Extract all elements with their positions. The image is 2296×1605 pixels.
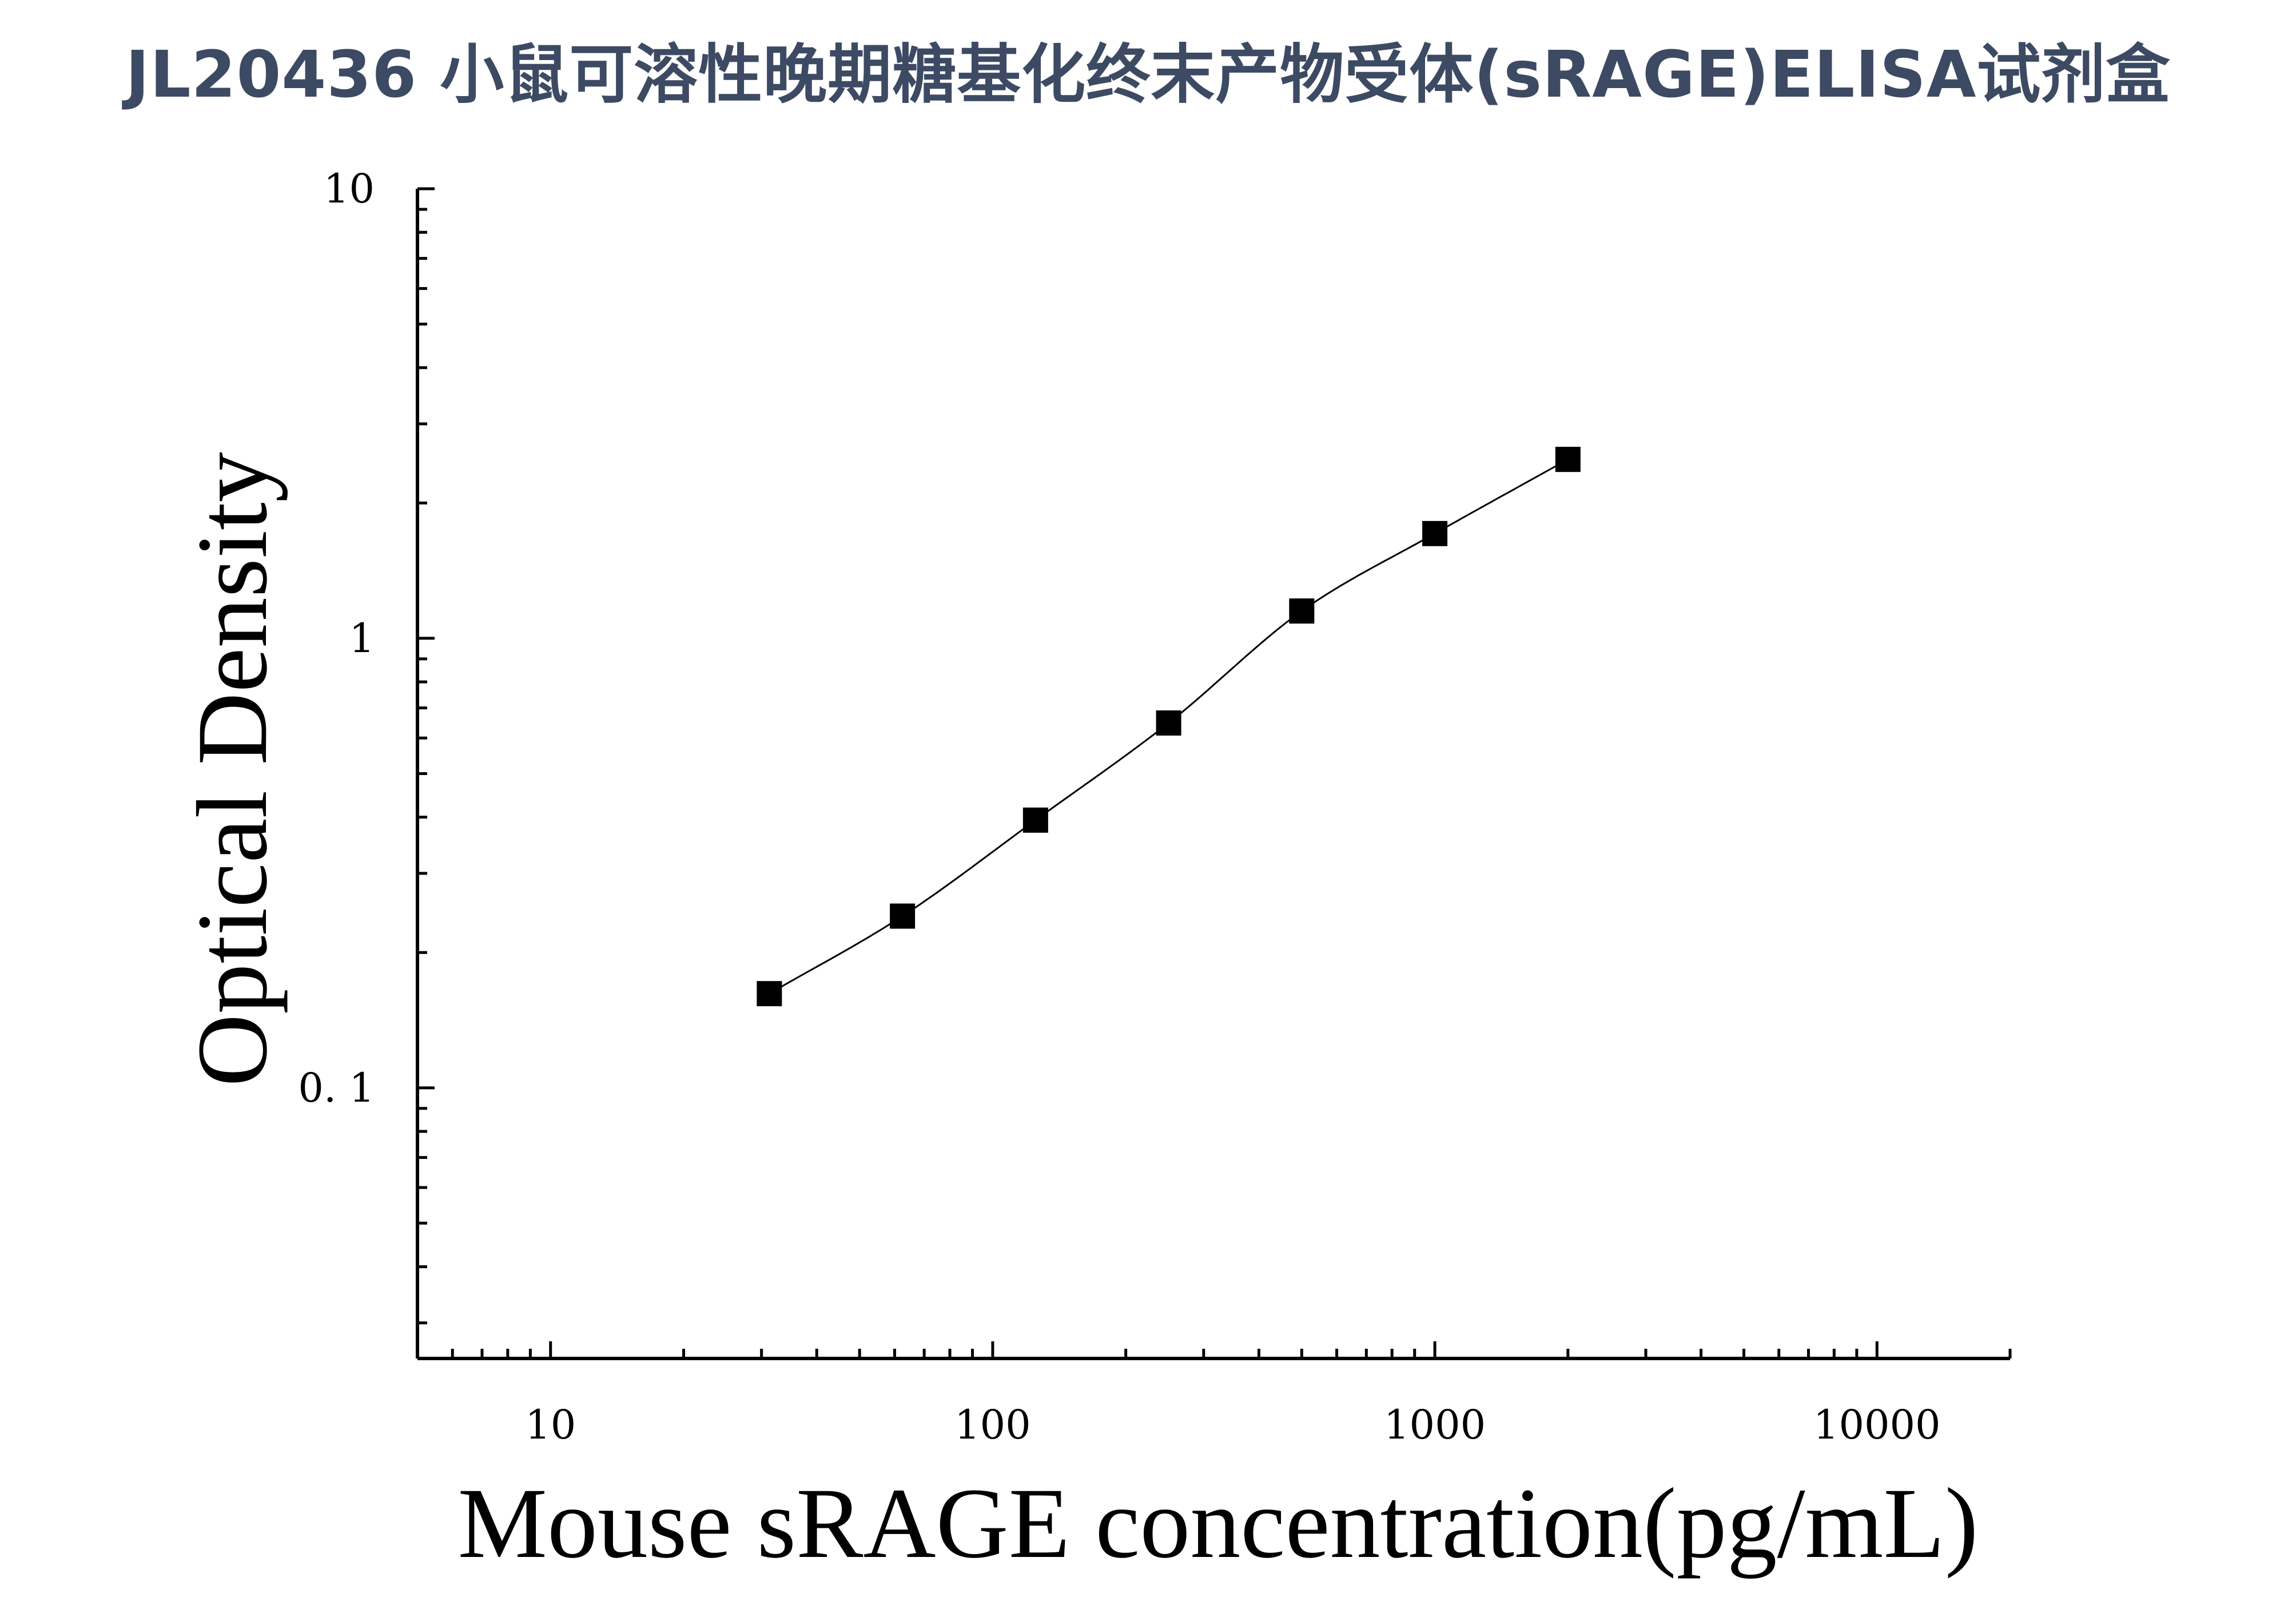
data-point xyxy=(757,981,782,1007)
data-point xyxy=(1022,807,1048,833)
chart-title: JL20436 小鼠可溶性晚期糖基化终末产物受体(sRAGE)ELISA试剂盒 xyxy=(125,38,2171,112)
y-axis-title: Optical Density xyxy=(177,452,288,1087)
data-points xyxy=(757,447,1581,1007)
data-point xyxy=(1289,598,1315,624)
axes xyxy=(416,187,2012,1360)
x-tick-label: 10 xyxy=(525,1401,576,1448)
x-tick-label: 100 xyxy=(954,1401,1031,1448)
y-tick-labels: 0. 1 1 10 xyxy=(298,165,375,1111)
y-tick-label: 10 xyxy=(324,165,375,212)
x-tick-label: 10000 xyxy=(1813,1401,1941,1448)
data-point xyxy=(890,903,916,929)
x-axis-title: Mouse sRAGE concentration(pg/mL) xyxy=(458,1468,1979,1579)
y-tick-label: 1 xyxy=(349,615,375,662)
x-tick-label: 1000 xyxy=(1384,1401,1486,1448)
y-tick-label: 0. 1 xyxy=(298,1064,375,1111)
data-point xyxy=(1555,447,1581,472)
x-tick-labels: 10 100 1000 10000 xyxy=(525,1401,1940,1448)
data-point xyxy=(1422,521,1448,546)
data-point xyxy=(1156,710,1181,736)
